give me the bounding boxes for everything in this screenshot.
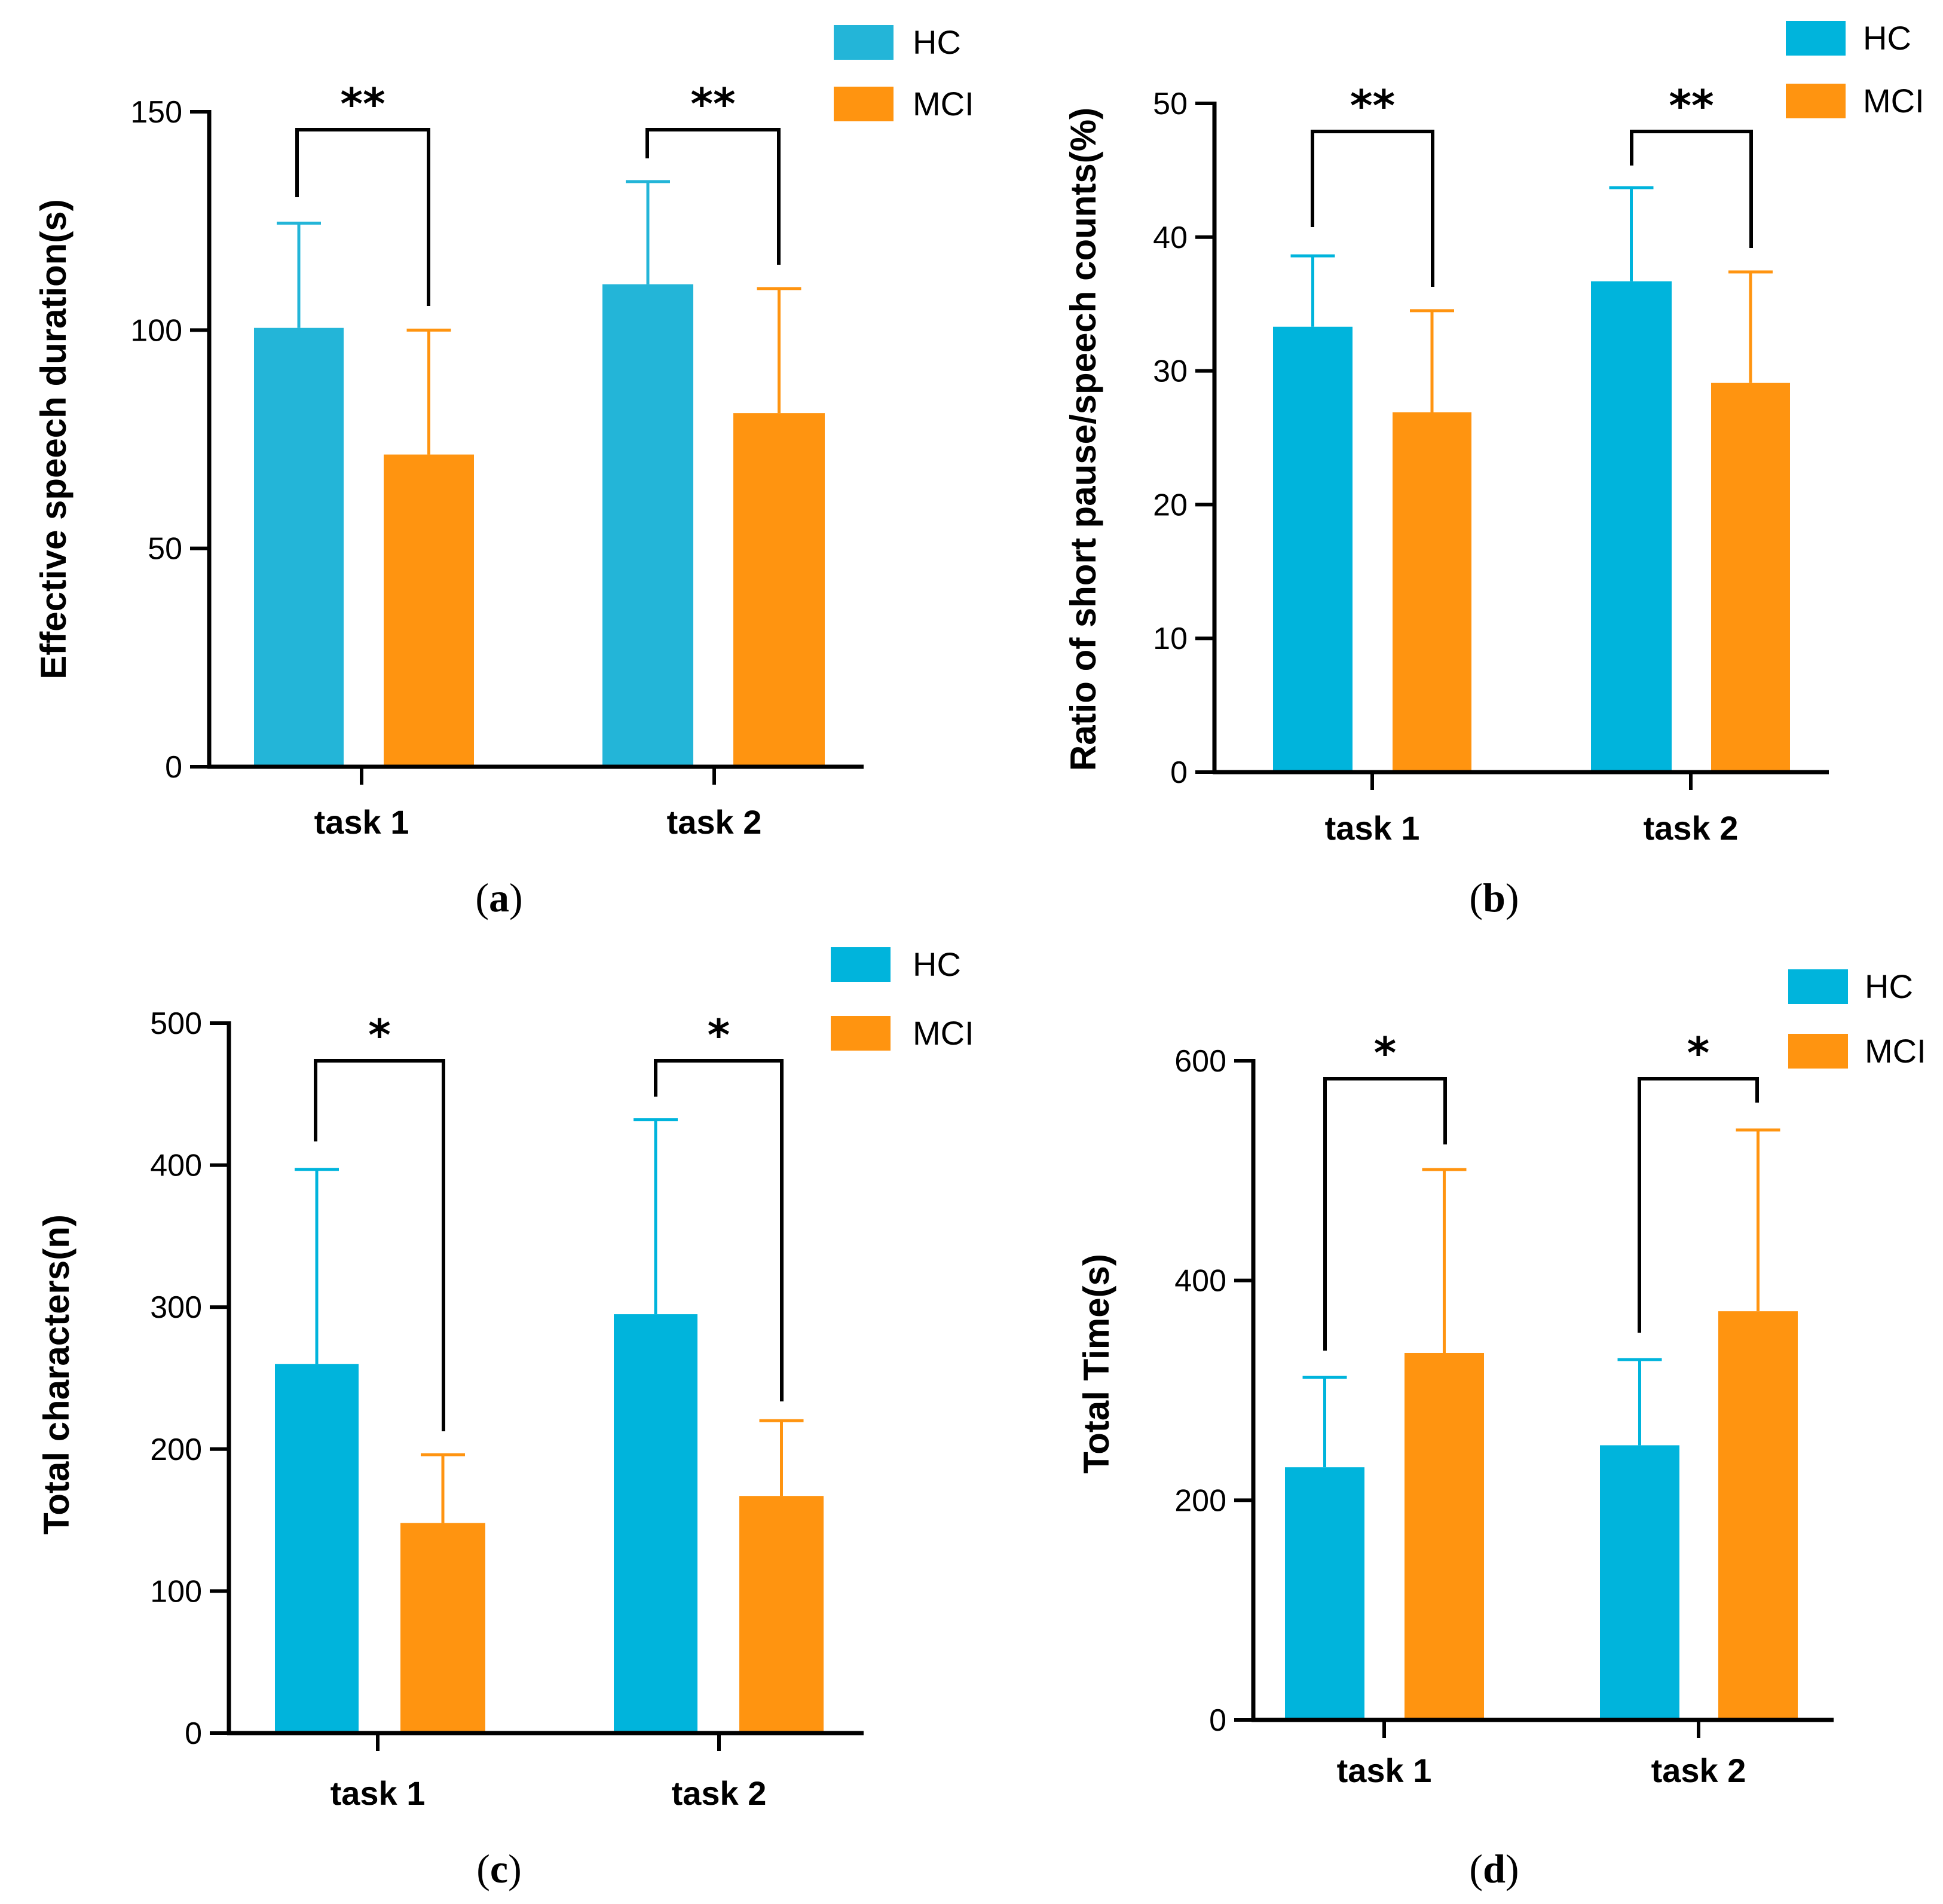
panel-d: 0 200 400 600 task 1 task 2 Total Time(s) * * HC M…	[1076, 968, 1926, 1891]
y-tick-label: 0	[165, 750, 182, 785]
y-axis-title: Ratio of short pause/speech counts(%)	[1063, 108, 1103, 771]
legend-label-hc: HC	[1865, 968, 1913, 1005]
significance-bracket	[1630, 130, 1753, 248]
bar-hc-task-2	[602, 284, 693, 767]
legend-label-mci: MCI	[1865, 1032, 1926, 1070]
legend-swatch-mci	[834, 87, 894, 121]
significance-bracket	[1323, 1077, 1447, 1351]
legend-label-mci: MCI	[913, 1014, 974, 1052]
significance-label: **	[690, 79, 735, 129]
significance-label: **	[1350, 81, 1395, 131]
y-axis-title: Effective speech duration(s)	[33, 199, 74, 679]
significance-bracket	[1311, 130, 1434, 287]
panel-label: (a)	[475, 875, 522, 920]
panel-label: (b)	[1469, 875, 1519, 920]
bar-mci-task-1	[384, 454, 474, 767]
y-tick-label: 300	[150, 1290, 202, 1325]
bar-mci-task-2	[1711, 382, 1790, 772]
bar-mci-task-2	[1718, 1311, 1798, 1720]
y-tick-label: 200	[1174, 1483, 1226, 1518]
y-tick-label: 400	[1174, 1264, 1226, 1299]
significance-label: *	[1374, 1028, 1397, 1078]
significance-bracket	[1638, 1077, 1759, 1333]
bar-hc-task-2	[1591, 281, 1672, 772]
bar-hc-task-2	[614, 1314, 697, 1733]
legend-label-mci: MCI	[1863, 82, 1924, 120]
y-tick-label: 100	[150, 1574, 202, 1609]
bar-hc-task-2	[1600, 1445, 1679, 1720]
bar-mci-task-2	[739, 1496, 824, 1733]
significance-bracket	[295, 128, 430, 306]
y-axis-title: Total Time(s)	[1076, 1254, 1116, 1474]
bar-hc-task-1	[1285, 1467, 1364, 1720]
legend-swatch-mci	[1788, 1034, 1848, 1069]
bar-mci-task-1	[1393, 412, 1471, 772]
legend: HC MCI	[1786, 19, 1924, 120]
x-tick-label: task 2	[1651, 1752, 1746, 1789]
legend-label-hc: HC	[913, 945, 961, 983]
y-tick-label: 0	[185, 1716, 202, 1751]
bar-mci-task-1	[1405, 1352, 1484, 1720]
legend: HC MCI	[1788, 968, 1926, 1070]
significance-label: *	[708, 1010, 730, 1060]
legend-label-hc: HC	[1863, 19, 1911, 57]
significance-bracket	[314, 1059, 445, 1431]
legend: HC MCI	[834, 23, 974, 123]
bar-mci-task-2	[733, 413, 825, 767]
significance-label: **	[1669, 81, 1713, 131]
bar-hc-task-1	[254, 327, 344, 767]
x-tick-label: task 1	[1337, 1752, 1432, 1789]
legend-swatch-hc	[834, 25, 894, 60]
x-tick-label: task 1	[1325, 809, 1420, 847]
significance-bracket	[654, 1059, 784, 1401]
legend-swatch-hc	[1786, 21, 1846, 56]
panel-b: 0 10 20 30 40 50 task 1 task 2 Ratio of short pa…	[1063, 19, 1924, 920]
y-tick-label: 200	[150, 1432, 202, 1467]
panel-a: 0 50 100 150 task 1 task 2 Effective speech du…	[33, 23, 974, 920]
panel-label: (d)	[1469, 1846, 1519, 1891]
legend-swatch-mci	[1786, 84, 1846, 118]
bar-mci-task-1	[400, 1523, 485, 1733]
legend: HC MCI	[831, 945, 974, 1052]
y-tick-label: 10	[1153, 622, 1188, 656]
y-tick-label: 20	[1153, 488, 1188, 522]
x-tick-label: task 2	[1644, 809, 1739, 847]
x-tick-label: task 2	[672, 1774, 767, 1812]
x-tick-label: task 1	[331, 1774, 426, 1812]
y-tick-label: 150	[130, 95, 182, 130]
y-tick-label: 400	[150, 1149, 202, 1183]
bar-hc-task-1	[1273, 326, 1353, 772]
x-tick-label: task 1	[314, 803, 409, 841]
x-tick-label: task 2	[667, 803, 762, 841]
y-tick-label: 50	[148, 532, 182, 567]
significance-bracket	[645, 128, 781, 265]
y-tick-label: 0	[1170, 755, 1188, 790]
legend-label-hc: HC	[913, 23, 961, 61]
legend-swatch-mci	[831, 1016, 891, 1051]
significance-label: *	[1687, 1028, 1710, 1078]
legend-swatch-hc	[1788, 969, 1848, 1004]
panel-label: (c)	[476, 1846, 522, 1891]
significance-label: *	[368, 1010, 391, 1060]
y-tick-label: 500	[150, 1006, 202, 1041]
bar-hc-task-1	[275, 1364, 359, 1733]
legend-swatch-hc	[831, 947, 891, 982]
y-tick-label: 600	[1174, 1044, 1226, 1079]
panel-c: 0 100 200 300 400 500 task 1 task 2 Total charac…	[36, 945, 974, 1891]
y-tick-label: 30	[1153, 354, 1188, 389]
y-tick-label: 0	[1209, 1703, 1226, 1738]
y-tick-label: 100	[130, 313, 182, 348]
y-tick-label: 40	[1153, 221, 1188, 255]
y-tick-label: 50	[1153, 87, 1188, 121]
y-axis-title: Total characters(n)	[36, 1214, 77, 1535]
legend-label-mci: MCI	[913, 85, 974, 123]
significance-label: **	[340, 79, 385, 129]
